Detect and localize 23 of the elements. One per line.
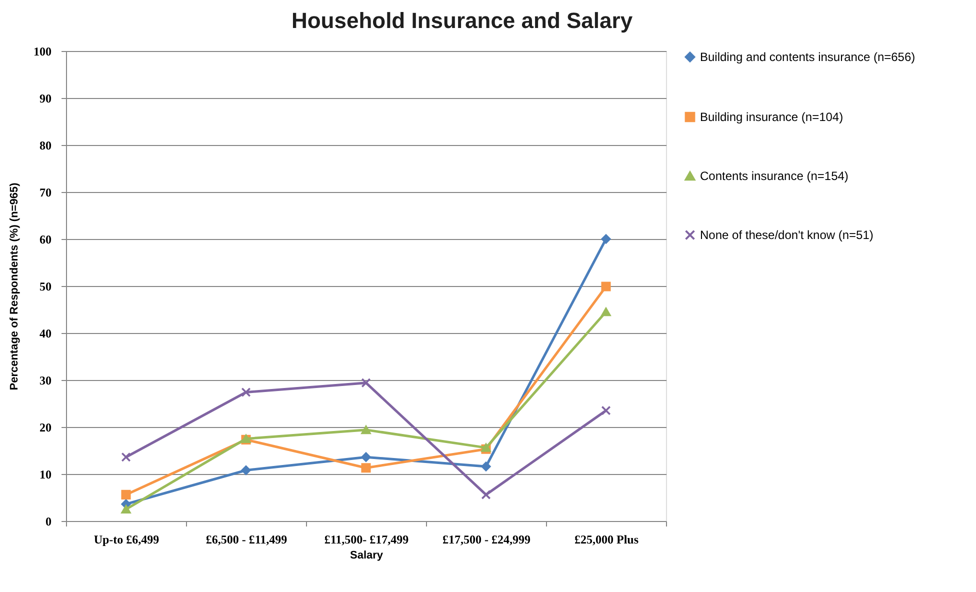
- y-tick-label: 50: [40, 280, 52, 294]
- legend-label: Building insurance (n=104): [700, 110, 844, 124]
- y-tick-label: 20: [40, 420, 52, 434]
- legend-label: Building and contents insurance (n=656): [700, 50, 916, 64]
- legend-label: Contents insurance (n=154): [700, 169, 848, 183]
- y-tick-label: 40: [40, 326, 52, 340]
- y-tick-label: 90: [40, 92, 52, 106]
- y-tick-label: 80: [40, 138, 52, 152]
- x-axis-title: Salary: [350, 550, 384, 562]
- x-tick-label: Up-to £6,499: [94, 532, 160, 546]
- y-tick-label: 30: [40, 374, 52, 388]
- x-tick-label: £6,500 - £11,499: [206, 532, 288, 546]
- legend-label: None of these/don't know (n=51): [700, 228, 874, 242]
- y-tick-label: 10: [40, 468, 52, 482]
- x-tick-label: £11,500- £17,499: [324, 532, 409, 546]
- y-tick-label: 60: [40, 232, 52, 246]
- x-tick-label: £17,500 - £24,999: [442, 532, 530, 546]
- y-tick-label: 0: [46, 514, 52, 528]
- y-tick-label: 70: [40, 186, 52, 200]
- chart-title: Household Insurance and Salary: [291, 8, 634, 33]
- y-tick-label: 100: [34, 44, 52, 58]
- x-tick-label: £25,000 Plus: [574, 532, 639, 546]
- y-axis-title: Percentage of Respondents (%) (n=965): [8, 182, 20, 390]
